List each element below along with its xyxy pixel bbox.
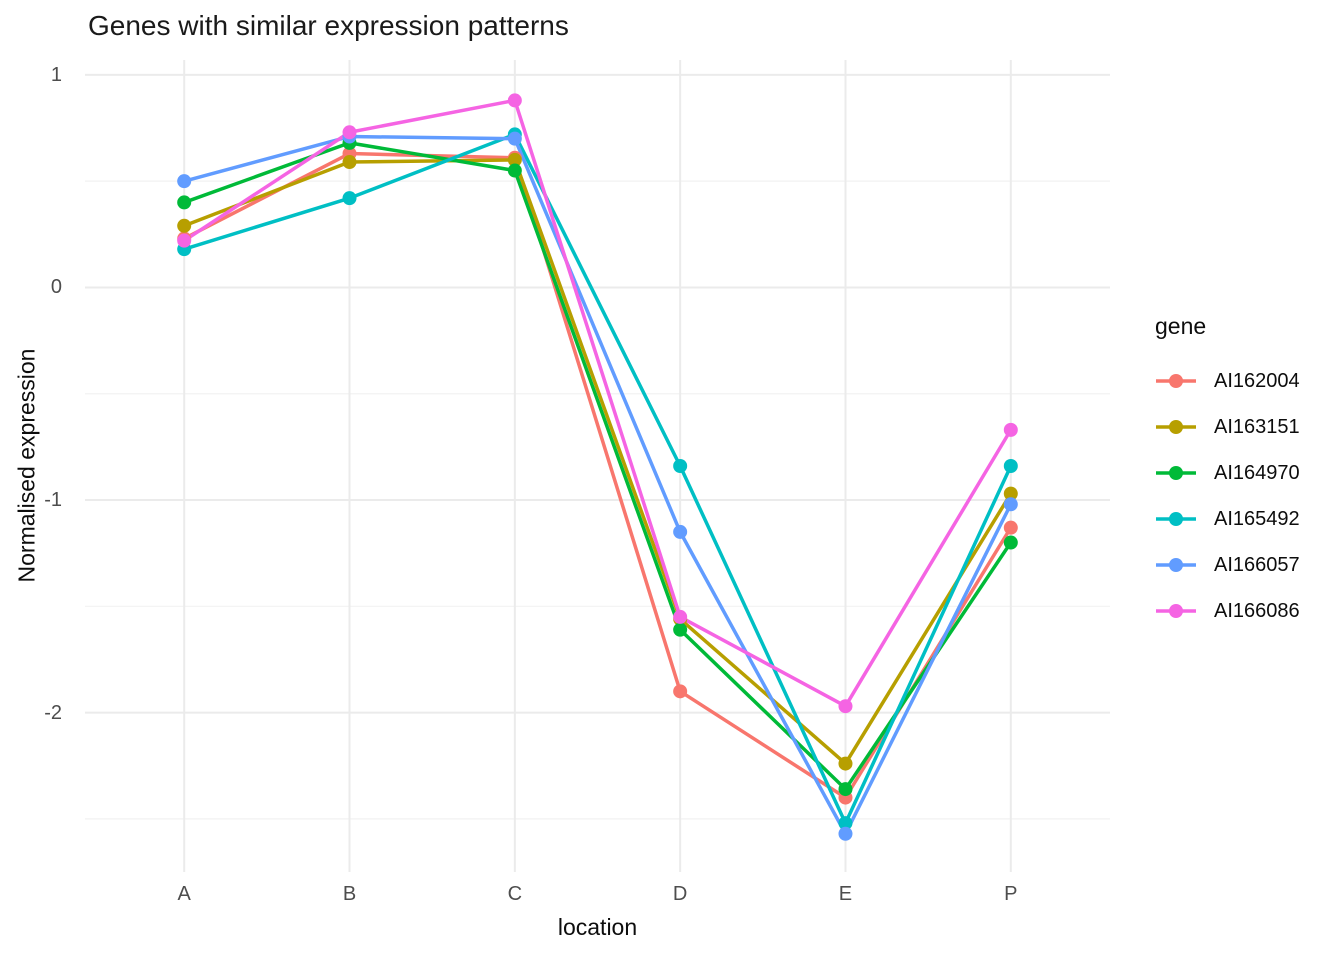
x-tick-label-D: D [672, 883, 688, 905]
data-point-AI166086-C [507, 93, 522, 108]
x-tick-label-E: E [838, 883, 853, 905]
data-point-AI164970-A [177, 195, 192, 210]
y-tick-label: 1 [50, 63, 62, 86]
data-point-AI165492-B [342, 191, 357, 206]
x-tick-label-P: P [1004, 883, 1018, 905]
legend-items: AI162004 AI163151 AI164970 AI165492 AI166057… [1155, 358, 1300, 634]
legend-key-icon [1156, 558, 1196, 572]
legend-label: AI166086 [1214, 599, 1300, 622]
x-tick-label-C: C [507, 883, 523, 905]
series-line-AI165492 [183, 132, 1013, 825]
data-point-AI163151-E [838, 756, 853, 771]
data-point-AI165492-D [673, 459, 688, 473]
legend-key-point [1169, 604, 1183, 618]
data-point-AI166057-P [1003, 497, 1018, 512]
y-axis-title: Normalised expression [13, 348, 40, 583]
legend-key-icon [1156, 374, 1196, 388]
x-axis-title: location [557, 914, 638, 940]
data-point-AI163151-B [342, 155, 357, 170]
data-point-AI164970-D [673, 622, 688, 637]
data-point-AI162004-P [1003, 520, 1018, 535]
legend-key-icon [1156, 512, 1196, 526]
data-point-AI166057-C [507, 131, 522, 146]
data-point-AI163151-A [177, 218, 192, 233]
data-point-AI165492-P [1003, 459, 1018, 473]
legend-key-point [1169, 512, 1183, 526]
y-tick-label: 0 [50, 276, 62, 299]
legend-item-AI166057: AI166057 [1155, 542, 1300, 588]
chart-title: Genes with similar expression patterns [88, 10, 569, 41]
data-point-AI164970-E [838, 782, 853, 797]
legend-key-point [1169, 374, 1183, 388]
legend-label: AI162004 [1214, 369, 1300, 392]
data-point-AI164970-P [1003, 535, 1018, 550]
x-tick-label-A: A [177, 883, 191, 905]
legend-label: AI166057 [1214, 553, 1300, 576]
series-line-AI166086 [183, 98, 1013, 708]
series-line-AI162004 [183, 151, 1013, 800]
legend-item-AI166086: AI166086 [1155, 588, 1300, 634]
data-point-AI166086-D [673, 609, 688, 624]
data-point-AI165492-E [838, 816, 853, 831]
legend-key-point [1169, 466, 1183, 480]
legend-key-icon [1156, 604, 1196, 618]
series-line-AI164970 [183, 141, 1013, 791]
data-point-AI166057-A [177, 174, 192, 189]
legend-key-point [1169, 558, 1183, 572]
data-point-AI163151-C [507, 152, 522, 167]
legend-key-icon [1156, 420, 1196, 434]
legend-item-AI162004: AI162004 [1155, 358, 1300, 404]
legend-label: AI163151 [1214, 415, 1300, 438]
data-point-AI164970-C [507, 163, 522, 178]
series-line-AI166057 [183, 134, 1013, 836]
legend-item-AI164970: AI164970 [1155, 450, 1300, 496]
series-line-AI163151 [183, 158, 1013, 766]
data-point-AI162004-D [673, 684, 688, 699]
legend-item-AI163151: AI163151 [1155, 404, 1300, 450]
data-point-AI163151-P [1003, 486, 1018, 501]
legend-title: gene [1155, 313, 1207, 339]
y-tick-label: -1 [44, 489, 62, 511]
legend-item-AI165492: AI165492 [1155, 496, 1300, 542]
legend-key-point [1169, 420, 1183, 434]
y-tick-label: -2 [44, 701, 62, 724]
data-point-AI166057-E [838, 826, 853, 841]
legend-label: AI164970 [1214, 461, 1300, 484]
legend-label: AI165492 [1214, 507, 1300, 530]
data-point-AI166086-A [177, 233, 192, 248]
legend-key-icon [1156, 466, 1196, 480]
data-point-AI166086-B [342, 125, 357, 140]
data-point-AI166086-P [1003, 422, 1018, 437]
legend: gene AI162004 AI163151 AI164970 AI165492 AI1… [1155, 313, 1300, 634]
x-tick-label-B: B [342, 883, 357, 905]
data-point-AI166057-D [673, 524, 688, 539]
data-point-AI166086-E [838, 699, 853, 714]
